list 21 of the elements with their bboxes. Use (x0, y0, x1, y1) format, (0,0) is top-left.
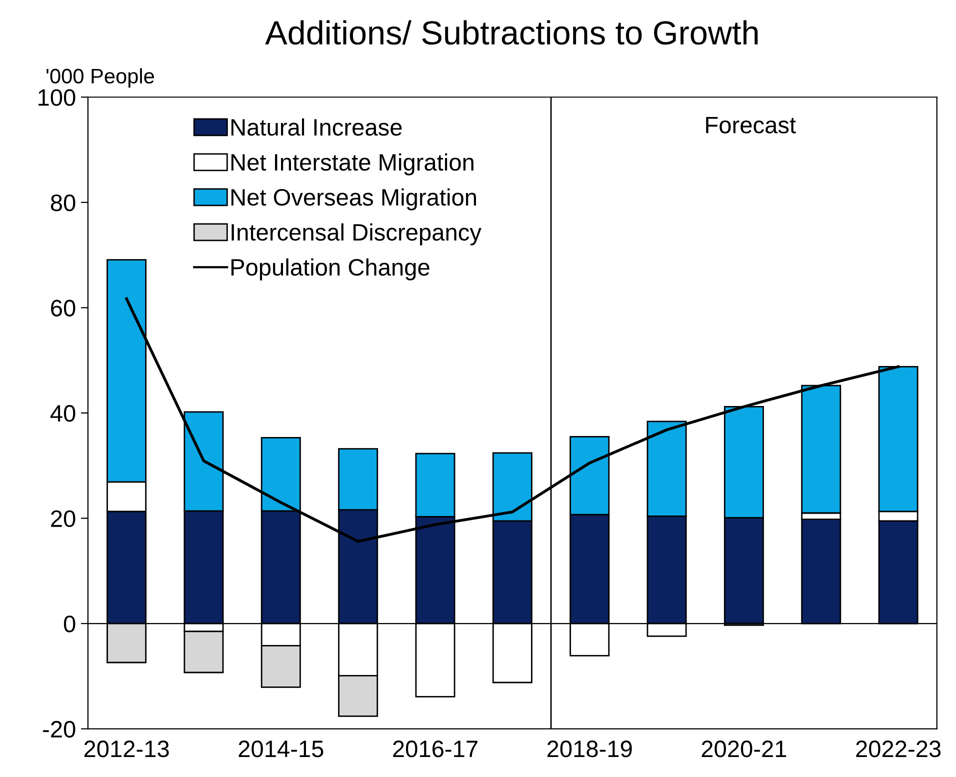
legend-label: Intercensal Discrepancy (232, 223, 482, 246)
x-tick-label: 2018-19 (547, 740, 632, 758)
y-tick-label: 80 (50, 194, 76, 212)
y-tick-label: 100 (38, 89, 76, 106)
y-tick-label: -20 (43, 720, 76, 738)
x-tick-label: 2012-13 (84, 740, 169, 758)
legend-label: Population Change (231, 258, 430, 280)
y-tick-label: 0 (64, 616, 76, 632)
y-tick-label: 20 (51, 510, 76, 528)
x-tick-label: 2020-21 (702, 740, 786, 758)
x-tick-label: 2016-17 (393, 740, 478, 758)
legend-label: Net Overseas Migration (231, 188, 476, 210)
annotation: Forecast (706, 116, 796, 134)
chart-title: Additions/ Subtractions to Growth (265, 20, 758, 45)
x-tick-label: 2022-23 (856, 740, 941, 758)
legend-label: Natural Increase (231, 118, 402, 136)
y-tick-label: 60 (51, 300, 76, 316)
y-axis-title: '000 People (46, 68, 154, 88)
legend-label: Net Interstate Migration (231, 153, 474, 176)
y-tick-label: 40 (50, 405, 76, 422)
x-tick-label: 2014-15 (238, 740, 324, 758)
